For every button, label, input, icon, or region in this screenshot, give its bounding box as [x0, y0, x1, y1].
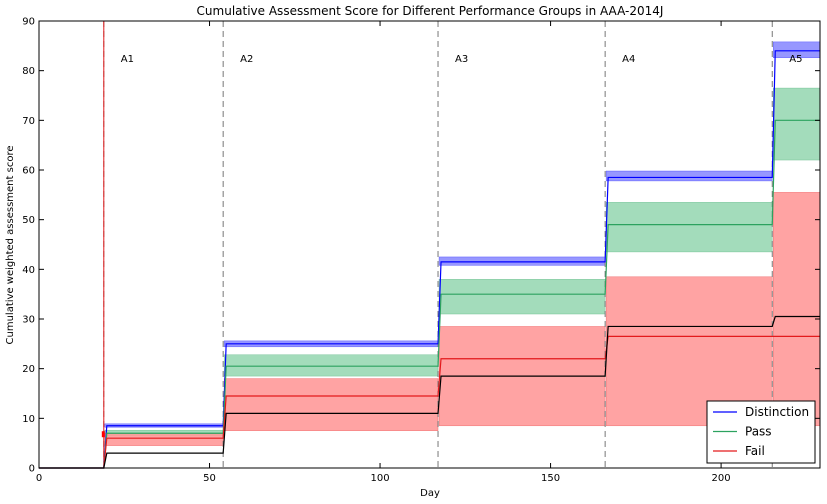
chart-title: Cumulative Assessment Score for Differen…: [197, 4, 664, 18]
legend: Distinction Pass Fail: [706, 400, 816, 464]
assessment-labels: A1 A2 A3 A4 A5: [121, 54, 803, 65]
band-fail-2: [223, 378, 439, 432]
y-tick-label: 90: [22, 17, 35, 28]
y-tick-label: 20: [22, 364, 35, 375]
y-axis-title: Cumulative weighted assessment score: [5, 146, 16, 345]
axes: 0 50 100 150 200 0 10 20 30 40 50 60 70 80 90: [22, 17, 821, 484]
x-tick-label: 0: [36, 473, 42, 484]
band-pass-3: [438, 279, 606, 315]
y-tick-label: 30: [22, 315, 35, 326]
x-tick-label: 150: [541, 473, 560, 484]
band-pass-4: [605, 202, 773, 253]
band-distinction-4: [605, 170, 773, 182]
fail-marker: [101, 431, 105, 438]
y-tick-label: 0: [29, 464, 35, 475]
confidence-bands: [104, 41, 821, 446]
assessment-label-a4: A4: [622, 54, 635, 65]
y-tick-label: 70: [22, 116, 35, 127]
assessment-label-a1: A1: [121, 54, 134, 65]
x-tick-label: 100: [371, 473, 390, 484]
y-tick-label: 10: [22, 414, 35, 425]
legend-label-pass: Pass: [745, 425, 772, 439]
assessment-label-a3: A3: [455, 54, 468, 65]
series-line-unlabeled-3: [39, 315, 820, 469]
band-fail-5: [773, 192, 821, 427]
assessment-label-a5: A5: [789, 54, 802, 65]
legend-label-fail: Fail: [745, 444, 765, 458]
x-tick-label: 200: [712, 473, 731, 484]
y-tick-label: 60: [22, 166, 35, 177]
band-distinction-3: [438, 256, 606, 266]
y-tick-label: 50: [22, 215, 35, 226]
x-axis-title: Day: [420, 488, 440, 499]
band-pass-2: [223, 354, 439, 377]
series-line-fail: [39, 335, 820, 469]
plot-frame: [38, 20, 821, 469]
series-lines: [39, 50, 820, 469]
x-tick-label: 50: [203, 473, 216, 484]
y-tick-label: 40: [22, 265, 35, 276]
band-pass-5: [773, 87, 821, 161]
y-tick-label: 80: [22, 66, 35, 77]
band-fail-1: [104, 432, 224, 446]
legend-label-distinction: Distinction: [745, 405, 809, 419]
assessment-label-a2: A2: [240, 54, 253, 65]
